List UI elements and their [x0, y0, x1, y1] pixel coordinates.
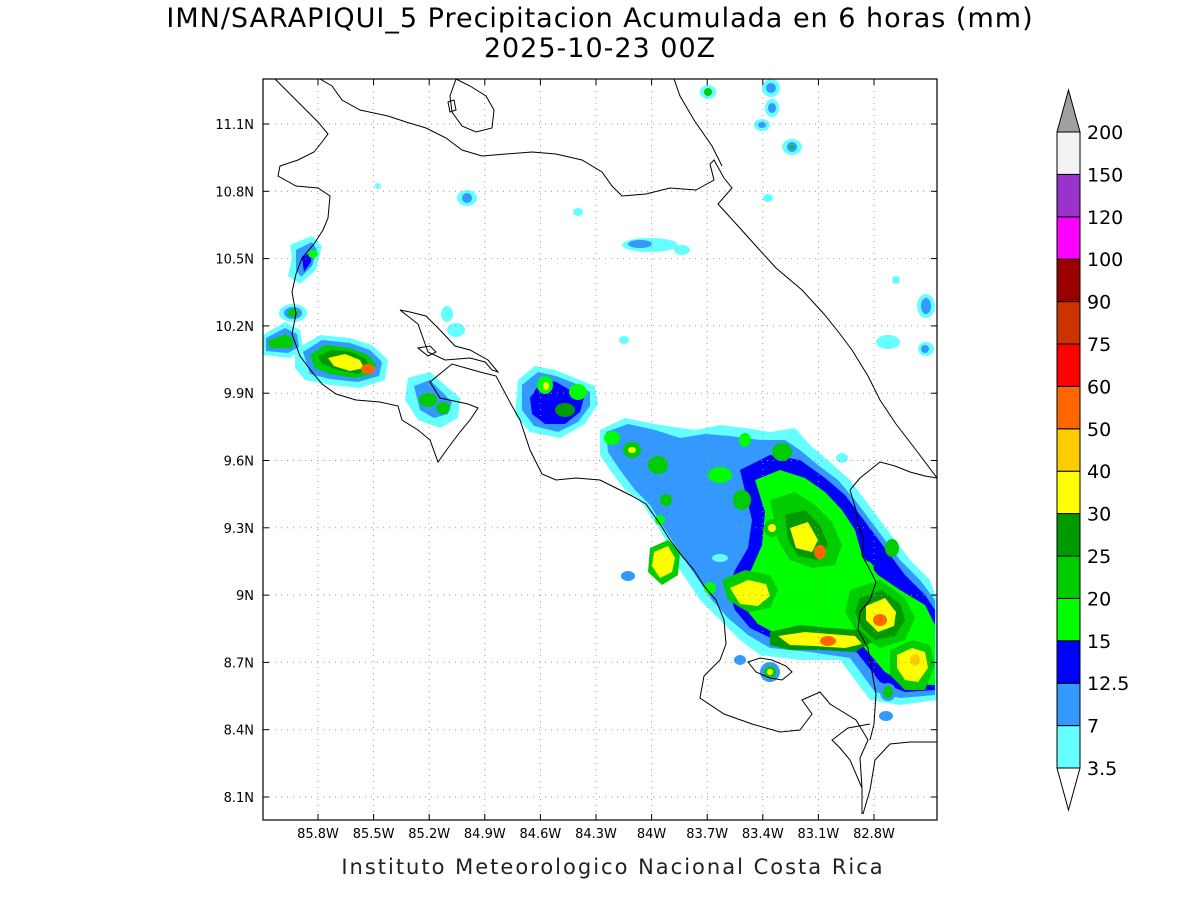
- colorbar-swatch: [1056, 597, 1081, 642]
- colorbar-level-label: 120: [1087, 207, 1123, 229]
- y-tick-label: 8.7N: [224, 656, 254, 671]
- x-tick-label: 84.3W: [575, 827, 617, 842]
- map-valid-time: 2025-10-23 00Z: [483, 33, 717, 64]
- colorbar-level-label: 7: [1087, 716, 1099, 738]
- colorbar-level-label: 100: [1087, 249, 1123, 271]
- y-tick-label: 10.8N: [215, 185, 254, 200]
- colorbar-swatch: [1056, 258, 1081, 303]
- colorbar-min-arrow: [1056, 767, 1081, 812]
- x-tick-label: 84W: [637, 827, 667, 842]
- colorbar-level-label: 20: [1087, 588, 1111, 610]
- latitude-axis: 11.1N 10.8N 10.5N 10.2N 9.9N 9.6N 9.3N 9N 8.7N 8.…: [215, 118, 937, 806]
- colorbar-level-label: 30: [1087, 504, 1111, 526]
- rain-cell: [700, 79, 802, 155]
- x-tick-label: 84.9W: [464, 827, 506, 842]
- y-tick-label: 8.4N: [224, 724, 254, 739]
- colorbar-swatch: [1056, 513, 1081, 557]
- colorbar-swatch: [1056, 385, 1081, 430]
- map-grid: [263, 79, 937, 820]
- colorbar-level-label: 25: [1087, 546, 1111, 568]
- institution-credit: Instituto Meteorologico Nacional Costa R…: [341, 855, 885, 879]
- map-title: IMN/SARAPIQUI_5 Precipitacion Acumulada …: [166, 3, 1034, 34]
- x-tick-label: 85.2W: [408, 827, 450, 842]
- rain-cell: [515, 366, 598, 438]
- y-tick-label: 9.9N: [224, 387, 254, 402]
- y-tick-label: 9.3N: [224, 522, 254, 537]
- rain-cell: [405, 372, 460, 428]
- x-tick-label: 83.1W: [797, 827, 839, 842]
- rain-cell: [600, 418, 937, 705]
- colorbar-level-label: 50: [1087, 419, 1111, 441]
- rain-cell: [375, 183, 935, 356]
- rain-cell: [295, 335, 388, 388]
- y-tick-label: 8.1N: [224, 791, 254, 806]
- longitude-axis: 85.8W 85.5W 85.2W 84.9W 84.6W 84.3W 84W 83.7W 83…: [297, 79, 895, 842]
- y-tick-label: 9N: [236, 589, 254, 604]
- coastline: [274, 79, 937, 815]
- y-tick-label: 10.5N: [215, 253, 254, 268]
- x-tick-label: 83.4W: [742, 827, 784, 842]
- colorbar-swatch: [1056, 428, 1081, 472]
- colorbar-swatch: [1056, 682, 1081, 727]
- y-tick-label: 10.2N: [215, 320, 254, 335]
- x-tick-label: 82.8W: [853, 827, 895, 842]
- colorbar-swatch: [1056, 343, 1081, 387]
- colorbar-swatch: [1056, 555, 1081, 599]
- colorbar-max-arrow: [1056, 88, 1081, 133]
- x-tick-label: 84.6W: [519, 827, 561, 842]
- colorbar-swatch: [1056, 131, 1081, 175]
- colorbar-swatch: [1056, 640, 1081, 684]
- rain-cell: [288, 236, 322, 284]
- x-tick-label: 85.5W: [353, 827, 395, 842]
- colorbar-swatch: [1056, 725, 1081, 769]
- colorbar-swatch: [1056, 173, 1081, 218]
- colorbar-level-label: 90: [1087, 292, 1111, 314]
- colorbar-level-label: 75: [1087, 334, 1111, 356]
- x-tick-label: 85.8W: [297, 827, 339, 842]
- y-tick-label: 11.1N: [215, 118, 254, 133]
- colorbar-level-label: 60: [1087, 376, 1111, 398]
- colorbar-level-label: 200: [1087, 122, 1123, 144]
- precipitation-field: [263, 79, 937, 721]
- colorbar-legend: 3.5 7 12.5 15 20 25 30 40 50 60 75 90 100 120 150 200: [1056, 88, 1129, 812]
- x-tick-label: 83.7W: [686, 827, 728, 842]
- colorbar-swatch: [1056, 216, 1081, 260]
- rain-cell: [279, 304, 307, 322]
- y-tick-label: 9.6N: [224, 455, 254, 470]
- colorbar-level-label: 150: [1087, 164, 1123, 186]
- colorbar-swatch: [1056, 301, 1081, 345]
- map-frame: [262, 78, 938, 821]
- colorbar-swatch: [1056, 470, 1081, 515]
- colorbar-level-label: 3.5: [1087, 758, 1117, 780]
- colorbar-level-label: 12.5: [1087, 673, 1129, 695]
- colorbar-level-label: 40: [1087, 461, 1111, 483]
- colorbar-level-label: 15: [1087, 631, 1111, 653]
